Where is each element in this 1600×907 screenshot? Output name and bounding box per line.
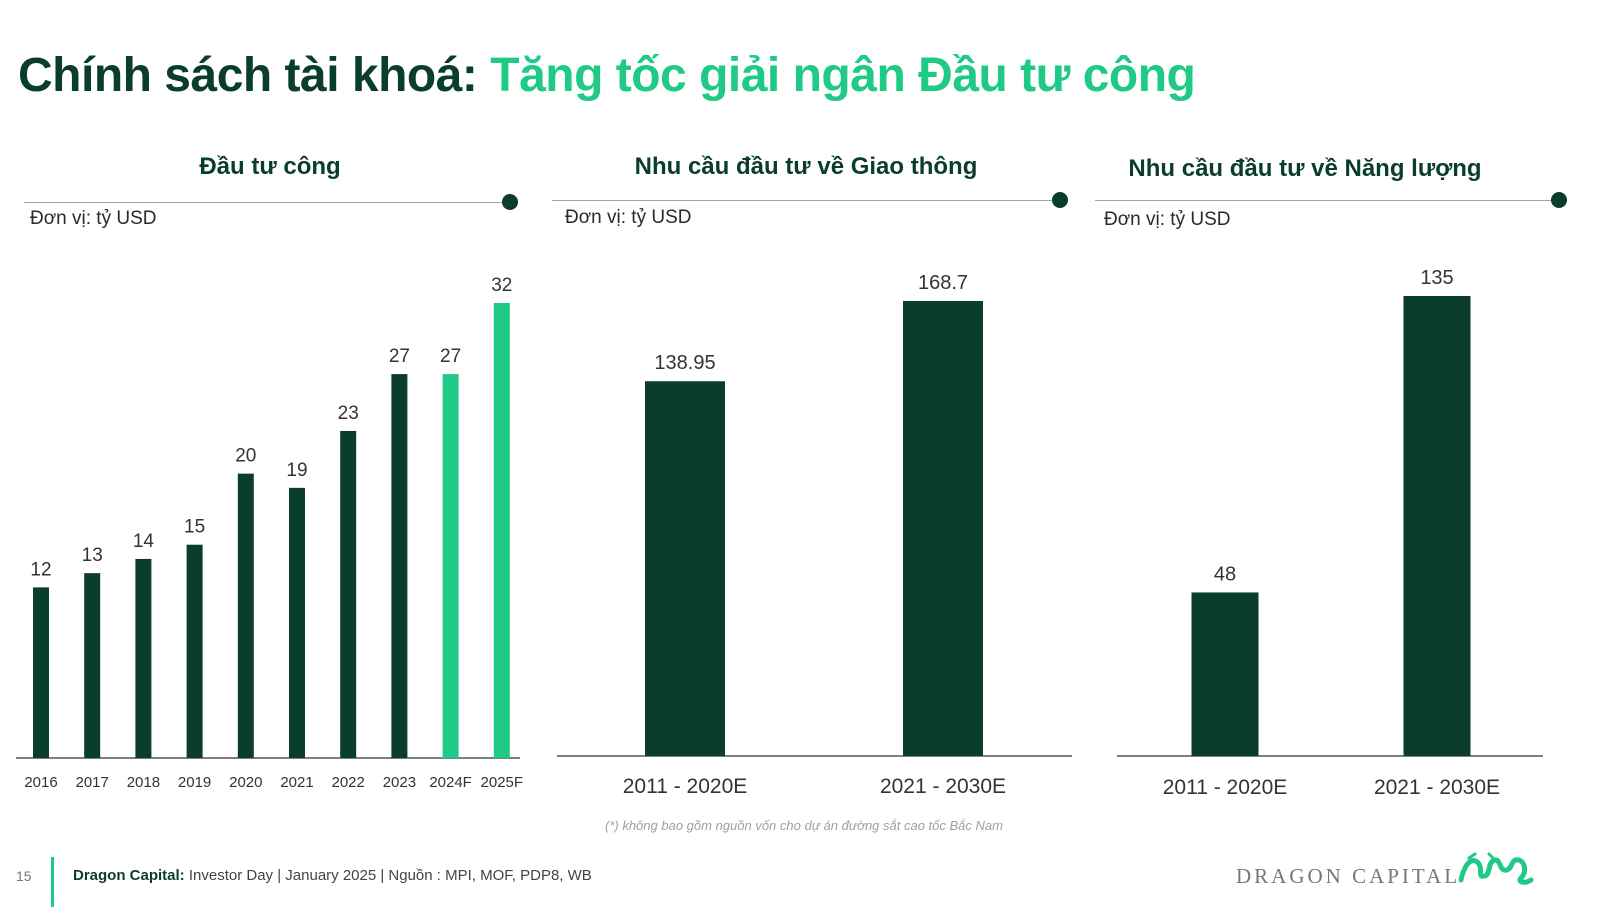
footer-divider	[51, 857, 54, 907]
chart1-bar-4	[237, 473, 254, 758]
chart1-bar-5	[289, 487, 305, 758]
chart1-unit-label: Đơn vị: tỷ USD	[30, 208, 157, 229]
chart3-bar-1	[1403, 296, 1471, 756]
footer-brand: Dragon Capital:	[73, 867, 185, 884]
chart1-category-label-6: 2022	[332, 774, 365, 791]
chart3-rule	[1095, 200, 1555, 201]
chart3-unit-label: Đơn vị: tỷ USD	[1104, 209, 1231, 230]
chart1-bar-0	[33, 587, 49, 758]
chart1-bar-9	[493, 303, 510, 758]
chart1-bar-2	[135, 558, 152, 758]
chart2-unit-label: Đơn vị: tỷ USD	[565, 207, 692, 228]
footer-source: Dragon Capital: Investor Day | January 2…	[73, 867, 592, 884]
chart1-value-label-0: 12	[30, 559, 51, 580]
chart1-category-label-1: 2017	[76, 774, 109, 791]
footer-source-text: Investor Day | January 2025 | Nguồn : MP…	[184, 867, 592, 884]
chart1-value-label-7: 27	[389, 346, 410, 367]
chart1-value-label-9: 32	[491, 275, 512, 296]
chart1-value-label-5: 19	[286, 460, 307, 481]
chart2-title: Nhu cầu đầu tư về Giao thông	[634, 153, 978, 180]
chart3-category-label-0: 2011 - 2020E	[1163, 776, 1288, 799]
chart2-value-label-0: 138.95	[654, 352, 715, 374]
chart1-bar-1	[84, 573, 101, 758]
chart1-value-label-4: 20	[235, 446, 256, 467]
chart1-rule	[24, 202, 508, 203]
chart1-category-label-3: 2019	[178, 774, 211, 791]
chart1-category-label-7: 2023	[383, 774, 416, 791]
chart1-category-label-5: 2021	[280, 774, 313, 791]
chart2-rule	[552, 200, 1054, 201]
chart3-rule-dot	[1551, 192, 1567, 208]
chart3-value-label-1: 135	[1420, 267, 1453, 289]
footnote: (*) không bao gồm nguồn vốn cho dự án đư…	[605, 818, 1003, 833]
chart1-category-label-8: 2024F	[429, 774, 472, 791]
brand-name: DRAGON CAPITAL	[1236, 864, 1461, 888]
chart3-title: Nhu cầu đầu tư về Năng lượng	[1128, 155, 1482, 182]
chart3-value-label-0: 48	[1214, 563, 1236, 585]
chart1-value-label-6: 23	[338, 403, 359, 424]
chart1-bar-8	[442, 374, 459, 758]
chart1-category-label-9: 2025F	[481, 774, 524, 791]
chart1-bar-7	[391, 374, 408, 758]
chart3-bar-0	[1191, 592, 1259, 756]
chart1-value-label-8: 27	[440, 346, 461, 367]
chart3-category-label-1: 2021 - 2030E	[1374, 776, 1500, 799]
chart1-category-label-2: 2018	[127, 774, 160, 791]
chart1-category-label-4: 2020	[229, 774, 262, 791]
chart2-category-label-0: 2011 - 2020E	[623, 775, 748, 798]
chart1-value-label-2: 14	[133, 531, 155, 552]
chart2-rule-dot	[1052, 192, 1068, 208]
chart1-value-label-1: 13	[82, 545, 103, 566]
page-title-part1: Chính sách tài khoá:	[18, 49, 491, 102]
page-number: 15	[16, 868, 32, 884]
chart2-category-label-1: 2021 - 2030E	[880, 775, 1006, 798]
chart1-rule-dot	[502, 194, 518, 210]
chart2-bar-1	[903, 301, 983, 756]
page-title-part2: Tăng tốc giải ngân Đầu tư công	[490, 49, 1196, 102]
chart1-category-label-0: 2016	[24, 774, 57, 791]
chart1-bar-6	[340, 430, 357, 758]
chart2-bar-0	[645, 381, 725, 756]
chart2-value-label-1: 168.7	[918, 272, 968, 294]
chart1-title: Đầu tư công	[199, 153, 341, 180]
chart1-value-label-3: 15	[184, 517, 205, 538]
dragon-logo-icon	[1458, 852, 1534, 885]
chart1-bar-3	[186, 544, 203, 758]
page-title: Chính sách tài khoá: Tăng tốc giải ngân …	[18, 48, 1196, 103]
